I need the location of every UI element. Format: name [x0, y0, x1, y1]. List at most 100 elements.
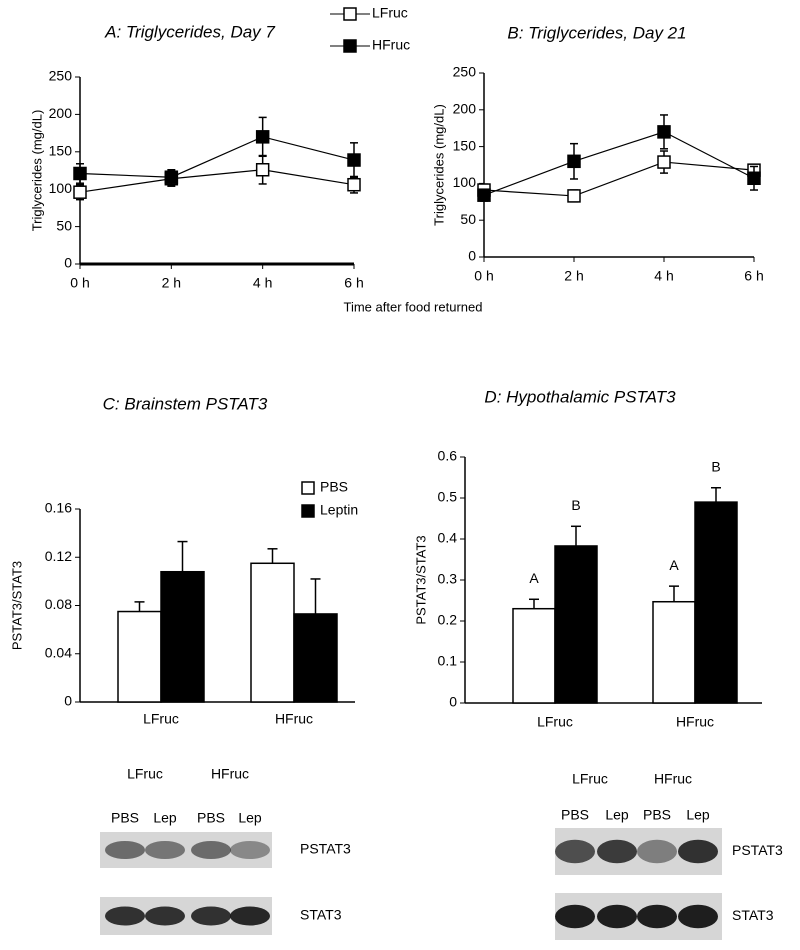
blot-band: [678, 839, 718, 864]
bar: [160, 570, 205, 703]
marker: [255, 163, 270, 177]
blot-band: [191, 906, 231, 926]
blot-row-label: STAT3: [300, 907, 342, 923]
legend-swatch: [343, 39, 357, 53]
y-tick-label: 250: [453, 64, 477, 80]
blot-band: [555, 839, 595, 864]
y-tick-label: 250: [49, 68, 73, 84]
bar-annotation: A: [529, 570, 539, 586]
blot-lane-label: Lep: [605, 807, 629, 823]
blot-group-label: LFruc: [572, 771, 608, 787]
blot-band: [597, 904, 637, 929]
chart-title: B: Triglycerides, Day 21: [507, 23, 686, 42]
bar-annotation: B: [571, 497, 580, 513]
chart-title: C: Brainstem PSTAT3: [103, 394, 268, 413]
blot-group-label: LFruc: [127, 766, 163, 782]
bar: [512, 607, 556, 704]
series-line: [483, 131, 755, 196]
marker: [73, 185, 87, 199]
y-tick-label: 200: [49, 105, 73, 121]
y-tick-label: 150: [49, 143, 73, 159]
legend-swatch: [301, 481, 315, 495]
marker: [477, 188, 491, 202]
blot-lane-label: Lep: [686, 807, 710, 823]
blot-lane-label: PBS: [111, 810, 139, 826]
y-tick-label: 50: [56, 217, 72, 233]
y-tick-label: 0.4: [438, 530, 458, 546]
y-tick-label: 100: [49, 180, 73, 196]
bar-annotation: B: [711, 458, 720, 474]
y-tick-label: 0.1: [438, 653, 458, 669]
y-tick-label: 200: [453, 101, 477, 117]
blot-group-label: HFruc: [211, 766, 249, 782]
blot-lane-label: Lep: [153, 810, 177, 826]
y-tick-label: 0.12: [45, 548, 72, 564]
x-axis-label: Time after food returned: [344, 299, 483, 314]
blot-band: [637, 904, 677, 929]
y-tick-label: 0: [468, 248, 476, 264]
blot-lane-label: Lep: [238, 810, 262, 826]
x-tick-label: 2 h: [564, 268, 583, 284]
blot-band: [678, 904, 718, 929]
blot-band: [230, 841, 270, 859]
blot-band: [105, 906, 145, 926]
bar: [554, 545, 598, 704]
x-tick-label: 6 h: [344, 275, 363, 291]
x-tick-label: LFruc: [143, 711, 179, 727]
x-tick-label: 4 h: [253, 275, 272, 291]
x-tick-label: LFruc: [537, 714, 573, 730]
legend-label: Leptin: [320, 502, 358, 518]
y-tick-label: 0: [64, 255, 72, 271]
bar: [694, 501, 738, 704]
blot-row-label: STAT3: [732, 907, 774, 923]
marker: [73, 166, 87, 181]
legend-swatch: [301, 504, 315, 518]
y-tick-label: 0.5: [438, 489, 458, 505]
x-tick-label: 4 h: [654, 268, 673, 284]
blot-lane-label: PBS: [197, 810, 225, 826]
legend-label: LFruc: [372, 5, 408, 21]
x-tick-label: HFruc: [676, 714, 714, 730]
bar: [652, 600, 696, 704]
x-tick-label: 0 h: [70, 275, 89, 291]
chart-title: A: Triglycerides, Day 7: [104, 22, 275, 41]
marker: [657, 125, 671, 139]
y-tick-label: 0.2: [438, 612, 458, 628]
marker: [747, 171, 761, 185]
blot-lane-label: PBS: [643, 807, 671, 823]
marker: [567, 189, 581, 203]
marker: [255, 130, 270, 144]
blot-row-label: PSTAT3: [300, 841, 351, 857]
blot-band: [230, 906, 270, 926]
marker: [164, 170, 179, 184]
y-tick-label: 0.16: [45, 500, 72, 516]
blot-lane-label: PBS: [561, 807, 589, 823]
series-line: [79, 136, 355, 178]
chart-title: D: Hypothalamic PSTAT3: [484, 387, 676, 406]
x-tick-label: 6 h: [744, 268, 763, 284]
blot-band: [597, 839, 637, 864]
y-tick-label: 50: [460, 211, 476, 227]
legend-swatch: [343, 7, 357, 21]
marker: [347, 153, 361, 167]
bar: [293, 613, 338, 703]
y-tick-label: 100: [453, 174, 477, 190]
bar: [117, 610, 162, 703]
series-line: [483, 161, 755, 197]
marker: [347, 177, 361, 192]
y-tick-label: 150: [453, 137, 477, 153]
blot-group-label: HFruc: [654, 771, 692, 787]
bar-annotation: A: [669, 557, 679, 573]
bar: [250, 562, 295, 703]
blot-band: [191, 841, 231, 859]
y-tick-label: 0.08: [45, 596, 72, 612]
x-tick-label: 0 h: [474, 268, 493, 284]
blot-band: [637, 839, 677, 864]
legend-label: PBS: [320, 479, 348, 495]
y-axis-label: PSTAT3/STAT3: [9, 561, 24, 650]
y-axis-label: PSTAT3/STAT3: [413, 535, 428, 624]
blot-band: [555, 904, 595, 929]
x-tick-label: HFruc: [275, 711, 313, 727]
y-tick-label: 0: [64, 693, 72, 709]
